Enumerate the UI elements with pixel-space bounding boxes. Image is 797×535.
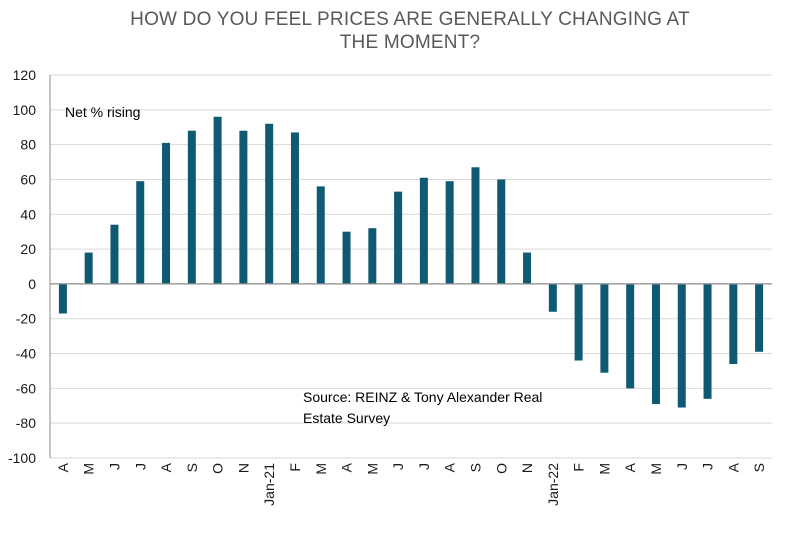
x-tick-label: A: [725, 462, 741, 472]
y-tick-label: 60: [20, 171, 36, 187]
y-tick-label: 20: [20, 241, 36, 257]
x-tick-label: M: [596, 463, 612, 475]
y-tick-label: -60: [16, 380, 36, 396]
y-tick-label: 40: [20, 206, 36, 222]
bar: [729, 283, 738, 364]
bar: [84, 252, 93, 284]
x-tick-label: S: [184, 463, 200, 472]
x-tick-label: A: [158, 462, 174, 472]
bar: [548, 283, 557, 312]
x-tick-label: N: [235, 463, 251, 473]
y-tick-label: -100: [8, 450, 36, 466]
bar: [110, 224, 119, 284]
x-tick-label: A: [442, 462, 458, 472]
y-tick-label: -80: [16, 415, 36, 431]
x-tick-label: A: [339, 462, 355, 472]
x-tick-label: J: [106, 463, 122, 470]
chart-title-line-2: THE MOMENT?: [339, 32, 481, 53]
x-tick-label: S: [751, 463, 767, 472]
source-line-2: Estate Survey: [303, 410, 390, 426]
bar: [523, 252, 532, 284]
bar: [290, 132, 299, 284]
x-tick-label: A: [55, 462, 71, 472]
x-axis: A M J J A S O N Jan-21 F M A M J J A S O N Jan-22 F M A M J J A S: [50, 283, 772, 506]
bar: [419, 177, 428, 284]
x-tick-label: J: [700, 463, 716, 470]
bar: [239, 130, 248, 284]
bar: [342, 231, 351, 284]
bar: [187, 130, 196, 284]
bar: [471, 167, 480, 284]
x-tick-label: S: [467, 463, 483, 472]
series-label: Net % rising: [65, 104, 140, 120]
bar: [394, 191, 403, 284]
y-tick-label: -40: [16, 346, 36, 362]
x-tick-label: M: [648, 463, 664, 475]
bar: [755, 283, 764, 352]
bar: [651, 283, 660, 405]
gridlines: [50, 74, 772, 459]
chart-title: HOW DO YOU FEEL PRICES ARE GENERALLY CHA…: [60, 8, 760, 54]
x-tick-label: J: [416, 463, 432, 470]
x-tick-label: N: [519, 463, 535, 473]
bar: [574, 283, 583, 361]
bar: [316, 186, 325, 284]
x-tick-label: M: [364, 463, 380, 475]
source-line-1: Source: REINZ & Tony Alexander Real: [303, 389, 542, 405]
y-axis: -100 -80 -60 -40 -20 0 20 40 60 80 100 120: [8, 67, 51, 466]
y-tick-label: 0: [28, 276, 36, 292]
y-tick-label: 100: [13, 102, 37, 118]
x-tick-label: J: [390, 463, 406, 470]
x-tick-label: O: [210, 463, 226, 474]
x-tick-label: J: [132, 463, 148, 470]
bars: [58, 116, 764, 408]
bar: [368, 228, 377, 284]
bar: [677, 283, 686, 408]
x-tick-label: Jan-22: [545, 463, 561, 506]
y-tick-label: 80: [20, 137, 36, 153]
bar: [58, 283, 67, 314]
bar: [213, 116, 222, 284]
bar: [445, 181, 454, 284]
y-tick-label: -20: [16, 311, 36, 327]
bar: [497, 179, 506, 284]
x-tick-label: A: [622, 462, 638, 472]
x-tick-label: F: [287, 463, 303, 472]
bar: [600, 283, 609, 373]
x-tick-label: Jan-21: [261, 463, 277, 506]
x-tick-label: O: [493, 463, 509, 474]
bar: [136, 181, 145, 284]
x-tick-label: J: [674, 463, 690, 470]
bar: [162, 142, 171, 284]
y-tick-label: 120: [13, 67, 37, 83]
chart-title-line-1: HOW DO YOU FEEL PRICES ARE GENERALLY CHA…: [130, 9, 690, 30]
bar: [626, 283, 635, 389]
x-tick-label: M: [81, 463, 97, 475]
bar: [703, 283, 712, 399]
x-tick-label: F: [571, 463, 587, 472]
bar: [265, 123, 274, 284]
x-tick-label: M: [313, 463, 329, 475]
